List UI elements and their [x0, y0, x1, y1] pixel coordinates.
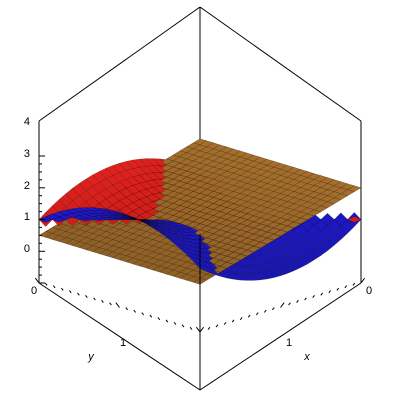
y-tick	[263, 309, 267, 313]
y-tick	[320, 292, 324, 296]
x-axis-label: x	[303, 351, 310, 363]
x-tick	[141, 312, 145, 316]
x-tick	[133, 309, 137, 313]
x-tick	[165, 319, 169, 323]
x-tick-label-1: 1	[286, 337, 292, 349]
box-edge-back-right	[199, 6, 362, 122]
y-tick	[223, 321, 227, 325]
box-edge-back-left	[38, 6, 201, 122]
y-tick	[352, 282, 356, 286]
y-tick	[296, 299, 299, 303]
x-tick	[173, 321, 177, 325]
x-tick	[61, 287, 64, 291]
bounding-box-front	[38, 121, 362, 391]
x-tick	[109, 302, 112, 306]
z-tick-label-4: 4	[24, 116, 30, 128]
x-tick	[52, 285, 56, 289]
y-tick	[344, 285, 348, 289]
x-tick	[157, 317, 161, 321]
y-axis-label: y	[87, 351, 95, 363]
x-tick	[93, 297, 96, 301]
z-tick-label-1: 1	[24, 211, 30, 223]
z-tick-label-0: 0	[24, 243, 30, 255]
x-tick	[195, 326, 201, 333]
y-tick-label-1: 1	[120, 337, 126, 349]
x-tick	[77, 292, 80, 296]
y-tick	[288, 302, 291, 306]
z-tick-label-2: 2	[24, 180, 30, 192]
y-tick	[239, 317, 243, 321]
x-tick	[181, 324, 185, 328]
x-tick	[149, 314, 153, 318]
x-tick	[189, 326, 193, 330]
axis-ticks	[35, 155, 366, 333]
x-tick	[69, 290, 72, 294]
y-tick	[272, 307, 275, 311]
y-tick	[360, 277, 366, 284]
y-tick	[247, 314, 251, 318]
box-edge-bottom-left	[38, 282, 201, 391]
x-tick	[35, 277, 40, 284]
y-tick	[280, 302, 285, 308]
box-edge-bottom-right	[199, 282, 362, 391]
surfaces-group	[38, 138, 362, 285]
y-tick	[312, 294, 315, 299]
y-tick	[336, 287, 340, 291]
y-tick	[207, 326, 211, 330]
blue-surface-patch	[186, 254, 201, 265]
y-tick	[199, 326, 205, 333]
z-tick-label-3: 3	[24, 148, 30, 160]
y-tick	[231, 319, 235, 323]
x-tick	[115, 302, 120, 308]
x-tick	[44, 282, 48, 286]
y-tick	[255, 312, 259, 316]
y-tick	[304, 297, 307, 301]
y-tick-label-0: 0	[31, 285, 37, 297]
x-tick-label-0: 0	[366, 285, 372, 297]
bounding-box-back	[38, 6, 362, 153]
x-tick	[101, 299, 104, 303]
x-tick	[85, 294, 88, 299]
x-tick	[125, 307, 128, 311]
y-tick	[328, 290, 332, 294]
y-tick	[215, 324, 219, 328]
red-surface-patch	[347, 216, 362, 223]
